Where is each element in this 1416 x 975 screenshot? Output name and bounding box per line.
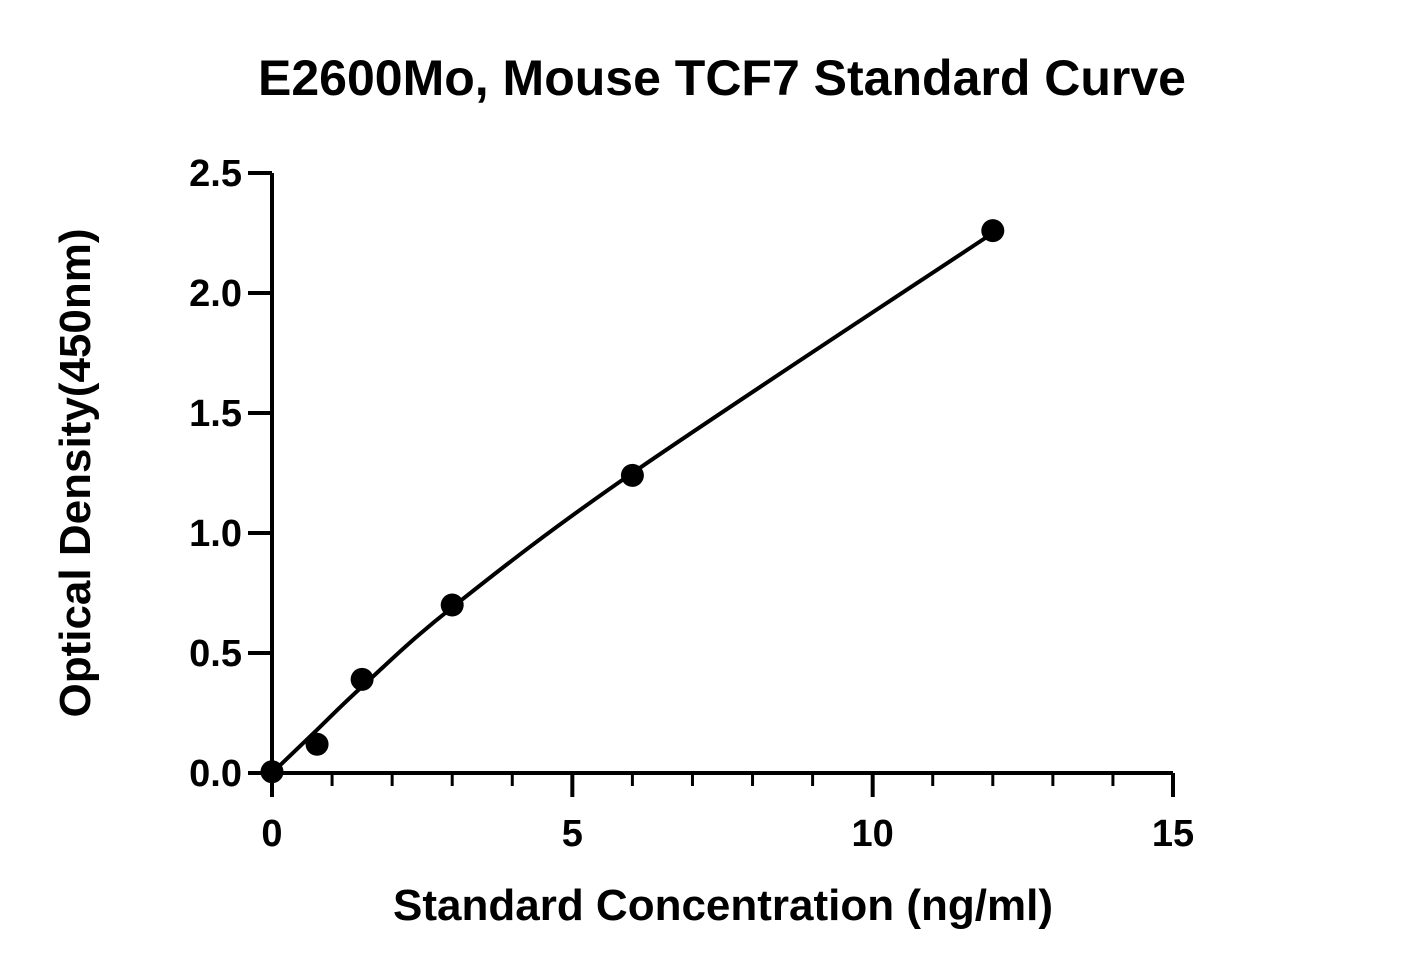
axes <box>270 173 1173 775</box>
y-axis-ticks: 0.0 0.5 1.0 1.5 2.0 2.5 <box>189 153 272 795</box>
data-point <box>305 732 329 756</box>
data-points <box>260 219 1005 784</box>
y-axis-label: Optical Density(450nm) <box>51 228 100 717</box>
chart-title: E2600Mo, Mouse TCF7 Standard Curve <box>258 50 1186 106</box>
y-tick-label: 2.0 <box>189 273 242 315</box>
x-tick-label: 10 <box>852 813 894 855</box>
y-tick-label: 1.5 <box>189 393 242 435</box>
x-axis-ticks: 0 5 10 15 <box>261 773 1194 855</box>
data-point <box>981 219 1005 243</box>
data-point <box>620 463 644 487</box>
data-point <box>440 593 464 617</box>
y-tick-label: 2.5 <box>189 153 242 195</box>
fit-curve <box>270 231 994 775</box>
y-tick-label: 1.0 <box>189 513 242 555</box>
data-point <box>260 760 284 784</box>
y-tick-label: 0.5 <box>189 633 242 675</box>
data-point <box>350 667 374 691</box>
x-tick-label: 5 <box>562 813 583 855</box>
x-tick-label: 15 <box>1152 813 1194 855</box>
x-axis-label: Standard Concentration (ng/ml) <box>393 881 1053 930</box>
y-tick-label: 0.0 <box>189 753 242 795</box>
fit-curve-group <box>270 231 994 775</box>
x-tick-label: 0 <box>261 813 282 855</box>
